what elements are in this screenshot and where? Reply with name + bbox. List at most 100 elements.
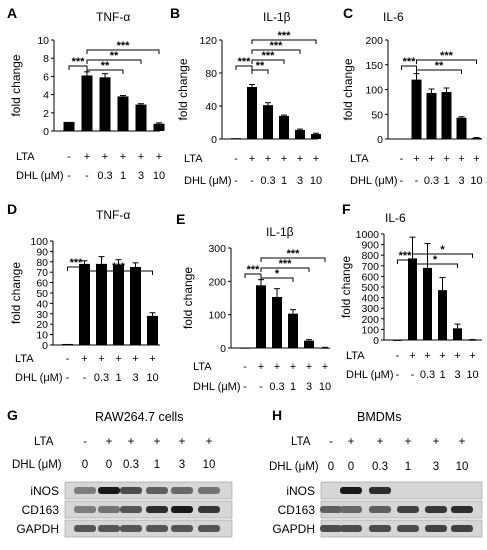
dhl-value: 0 <box>82 459 88 471</box>
lta-value: + <box>348 436 355 448</box>
blot-title: BMDMs <box>357 410 401 424</box>
lta-row-label: LTA <box>15 353 34 365</box>
lta-value: + <box>106 436 113 448</box>
significance-label: ** <box>435 60 444 72</box>
bar <box>113 264 124 345</box>
dhl-value: 0.3 <box>97 170 112 182</box>
dhl-value: 0.3 <box>424 175 439 187</box>
lta-value: + <box>473 153 479 165</box>
dhl-value: - <box>243 381 247 393</box>
y-tick-label: 6 <box>43 71 49 83</box>
blot-band <box>198 487 220 494</box>
significance-label: * <box>440 244 445 256</box>
dhl-value: 1 <box>405 461 411 473</box>
lta-value: + <box>102 151 108 163</box>
lta-value: + <box>439 350 445 362</box>
bar <box>240 347 250 349</box>
bar <box>96 263 107 345</box>
y-tick-label: 500 <box>361 282 379 294</box>
y-tick-label: 40 <box>36 298 48 310</box>
significance-bracket <box>251 49 301 54</box>
y-tick-label: 80 <box>205 68 217 80</box>
y-tick-label: 2 <box>43 108 49 120</box>
dhl-row-label: DHL (μM) <box>16 170 63 182</box>
blot-band <box>340 525 362 532</box>
y-axis-label: fold change <box>176 58 190 120</box>
bar <box>135 104 147 131</box>
chart-panel-f: F IL-6 fold change 010020030040050060070080… <box>339 201 482 381</box>
blot-row-label: iNOS <box>286 484 315 498</box>
y-axis-label: fold change <box>341 58 355 120</box>
blot-band <box>120 525 142 532</box>
dhl-value: - <box>250 175 254 187</box>
dhl-value: - <box>396 369 400 381</box>
significance-label: *** <box>440 50 454 62</box>
lta-value: + <box>98 353 104 365</box>
y-tick-label: 60 <box>36 278 48 290</box>
dhl-value: 10 <box>466 369 478 381</box>
bar <box>320 347 330 349</box>
significance-bracket <box>416 69 462 74</box>
dhl-value: - <box>259 381 263 393</box>
lta-value: + <box>377 436 384 448</box>
lta-value: + <box>290 361 296 373</box>
significance-bracket <box>260 267 310 272</box>
blot-row-label: GAPDH <box>16 522 59 536</box>
dhl-value: 1 <box>281 175 287 187</box>
y-tick-label: 200 <box>361 314 379 326</box>
dhl-row-label: DHL (μM) <box>15 372 62 384</box>
lta-value: + <box>409 350 415 362</box>
y-tick-label: 150 <box>365 60 383 72</box>
y-tick-label: 800 <box>361 250 379 262</box>
lta-value: + <box>469 350 475 362</box>
lta-value: - <box>396 350 400 362</box>
dhl-value: 10 <box>319 381 331 393</box>
lta-value: + <box>179 436 186 448</box>
blot-band <box>98 525 120 532</box>
significance-bracket <box>84 270 153 275</box>
blot-band <box>451 525 473 532</box>
y-tick-label: 4 <box>43 90 49 102</box>
y-tick-label: 70 <box>36 267 48 279</box>
significance-label: *** <box>117 40 131 52</box>
y-tick-label: 50 <box>371 109 383 121</box>
dhl-row-label: DHL (μM) <box>12 459 62 471</box>
bar <box>393 339 402 341</box>
significance-bracket <box>416 59 477 64</box>
bar <box>426 92 437 139</box>
significance-label: *** <box>112 261 126 273</box>
panel-label: H <box>272 407 282 423</box>
significance-bracket <box>86 49 160 54</box>
dhl-value: 3 <box>179 459 185 471</box>
bar <box>468 339 477 341</box>
y-tick-label: 0 <box>220 343 226 355</box>
y-tick-label: 100 <box>30 236 48 248</box>
dhl-row-label: DHL (μM) <box>184 175 231 187</box>
blot-band <box>120 487 142 494</box>
chart-title: IL-1β <box>263 10 291 24</box>
chart-title: IL-1β <box>266 225 294 239</box>
dhl-value: - <box>67 170 71 182</box>
bar <box>295 129 305 139</box>
dhl-value: 10 <box>203 459 216 471</box>
dhl-value: 3 <box>458 175 464 187</box>
significance-label: *** <box>70 257 84 269</box>
lta-row-label: LTA <box>184 153 203 165</box>
dhl-row-label: DHL (μM) <box>350 175 397 187</box>
dhl-value: 3 <box>454 369 460 381</box>
dhl-value: 3 <box>433 461 439 473</box>
bar <box>63 121 75 131</box>
bar <box>279 115 289 139</box>
dhl-value: 0 <box>348 461 354 473</box>
panel-label: G <box>7 407 18 423</box>
chart-title: TNF-α <box>96 208 130 222</box>
y-tick-label: 700 <box>361 261 379 273</box>
blot-panel-h: H BMDMs LTA DHL (μM) - + + + + +0 0 0.3 1 3 10 iNOS CD16… <box>269 407 483 538</box>
panel-label: E <box>176 211 185 227</box>
y-tick-label: 300 <box>361 303 379 315</box>
lta-row-label: LTA <box>16 151 35 163</box>
lta-value: + <box>443 153 449 165</box>
